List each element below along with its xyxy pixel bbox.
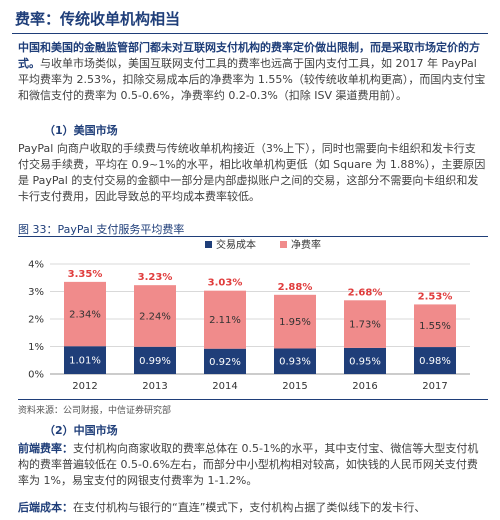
- y-tick-label: 4%: [28, 260, 44, 271]
- bar-net-rate: [274, 294, 316, 349]
- bar-transaction-cost: [274, 348, 316, 374]
- y-tick-label: 1%: [28, 342, 44, 353]
- x-tick-label: 2017: [422, 381, 447, 392]
- y-tick-label: 3%: [28, 287, 44, 298]
- y-tick-label: 2%: [28, 315, 44, 326]
- x-tick-label: 2016: [352, 381, 377, 392]
- bar-transaction-cost: [134, 346, 176, 374]
- section2-p1-body: 支付机构向商家收取的费率总体在 0.5-1%的水平，其中支付宝、微信等大型支付机…: [18, 442, 479, 487]
- legend-swatch: [280, 241, 287, 248]
- data-label-total: 2.88%: [278, 282, 313, 293]
- x-tick-label: 2015: [282, 381, 307, 392]
- figure-bottom-rule: [18, 399, 488, 400]
- section2-p2-lead: 后端成本：: [18, 501, 73, 514]
- data-label-net-rate: 1.73%: [349, 320, 381, 331]
- data-label-net-rate: 2.24%: [139, 311, 171, 322]
- section1-heading: （1）美国市场: [44, 124, 118, 137]
- data-label-transaction-cost: 0.93%: [279, 357, 311, 368]
- bar-net-rate: [204, 290, 246, 349]
- data-label-transaction-cost: 0.95%: [349, 356, 381, 367]
- legend-swatch: [205, 241, 212, 248]
- title-divider: [12, 33, 488, 34]
- legend-label: 净费率: [291, 238, 321, 251]
- data-label-net-rate: 1.95%: [279, 317, 311, 328]
- data-label-transaction-cost: 1.01%: [69, 356, 101, 367]
- x-tick-label: 2012: [72, 381, 97, 392]
- page-title: 费率：传统收单机构相当: [15, 10, 181, 28]
- bar-net-rate: [134, 285, 176, 347]
- bar-net-rate: [414, 304, 456, 348]
- bar-transaction-cost: [414, 347, 456, 374]
- figure-top-rule: [18, 236, 488, 237]
- x-tick-label: 2013: [142, 381, 167, 392]
- intro-lead: 中国和美国的金融监管部门都未对互联网支付机构的费率定价做出限制，而是采取市场定价…: [18, 41, 480, 70]
- intro-body: 与收单市场类似，美国互联网支付工具的费率也远高于国内支付工具，如 2017 年 …: [18, 57, 486, 102]
- data-label-total: 3.03%: [208, 278, 243, 289]
- data-label-total: 2.53%: [418, 291, 453, 302]
- intro-paragraph: 中国和美国的金融监管部门都未对互联网支付机构的费率定价做出限制，而是采取市场定价…: [18, 40, 486, 104]
- bar-transaction-cost: [64, 346, 106, 374]
- data-label-net-rate: 2.34%: [69, 310, 101, 321]
- x-tick-label: 2014: [212, 381, 237, 392]
- y-tick-label: 0%: [28, 370, 44, 381]
- figure-source: 资料来源：公司财报，中信证券研究部: [18, 406, 172, 416]
- data-label-total: 2.68%: [348, 287, 383, 298]
- legend-label: 交易成本: [216, 238, 256, 251]
- data-label-total: 3.35%: [68, 269, 103, 280]
- data-label-net-rate: 1.55%: [419, 321, 451, 332]
- section2-p2-body: 在支付机构与银行的“直连”模式下，支付机构占据了类似线下的发卡行、: [73, 501, 426, 514]
- bar-net-rate: [64, 281, 106, 347]
- section2-paragraph2: 后端成本：在支付机构与银行的“直连”模式下，支付机构占据了类似线下的发卡行、: [18, 500, 486, 516]
- bar-transaction-cost: [344, 347, 386, 374]
- data-label-net-rate: 2.11%: [209, 315, 241, 326]
- bar-transaction-cost: [204, 348, 246, 374]
- data-label-transaction-cost: 0.92%: [209, 357, 241, 368]
- data-label-transaction-cost: 0.98%: [419, 356, 451, 367]
- data-label-transaction-cost: 0.99%: [139, 356, 171, 367]
- section1-paragraph: PayPal 向商户收取的手续费与传统收单机构接近（3%上下），同时也需要向卡组…: [18, 142, 486, 203]
- section2-heading: （2）中国市场: [44, 424, 118, 437]
- data-label-total: 3.23%: [138, 272, 173, 283]
- figure-caption: 图 33：PayPal 支付服务平均费率: [18, 223, 185, 236]
- bar-net-rate: [344, 300, 386, 348]
- section2-p1-lead: 前端费率：: [18, 442, 73, 455]
- section2-paragraph1: 前端费率：支付机构向商家收取的费率总体在 0.5-1%的水平，其中支付宝、微信等…: [18, 441, 486, 489]
